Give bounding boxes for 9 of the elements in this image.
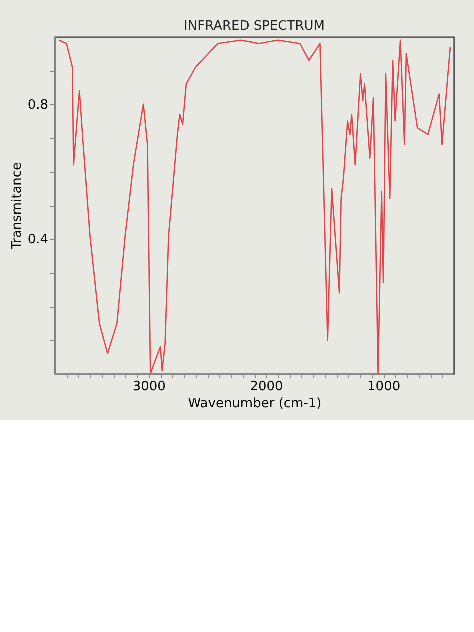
y-tick-label: 0.4: [28, 232, 48, 248]
x-tick-label: 3000: [132, 380, 166, 394]
chart-title: INFRARED SPECTRUM: [184, 19, 325, 34]
x-axis-title: Wavenumber (cm-1): [188, 396, 322, 412]
y-tick-label: 0.8: [28, 98, 48, 113]
y-axis-title: Transmitance: [10, 162, 25, 251]
x-tick-label: 2000: [250, 380, 284, 394]
line-series: [58, 40, 452, 375]
x-tick-label: 1000: [368, 380, 401, 394]
